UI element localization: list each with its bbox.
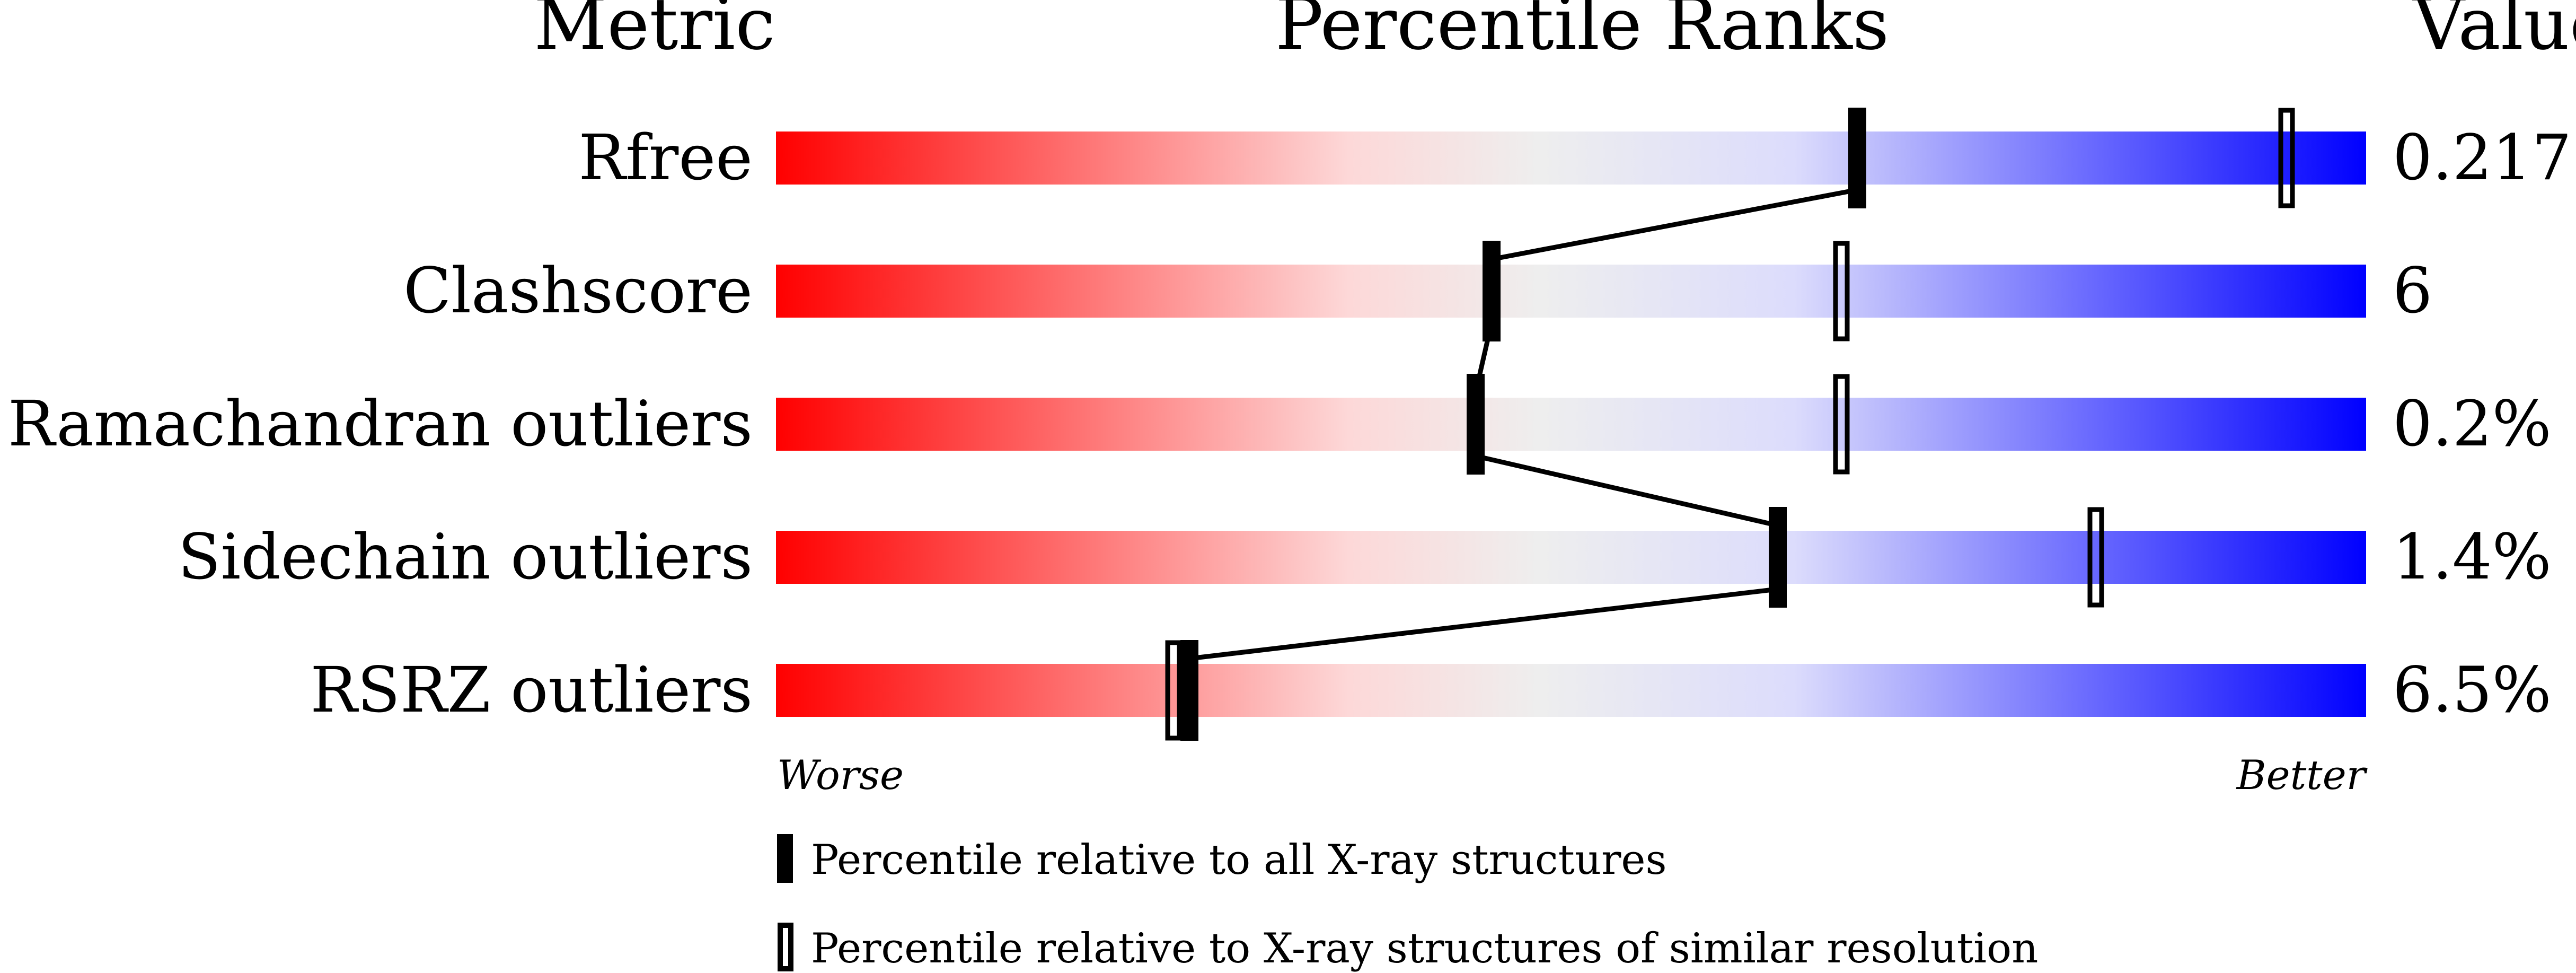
all-structures-marker: [1180, 640, 1198, 741]
percentile-bar: [776, 664, 2366, 717]
similar-resolution-marker: [2278, 108, 2295, 208]
connector-line: [1491, 187, 1858, 262]
metric-value: 6.5%: [2393, 653, 2552, 726]
metric-label: Sidechain outliers: [178, 520, 753, 593]
connector-line: [1189, 586, 1778, 661]
header-percentile-ranks: Percentile Ranks: [1275, 0, 1889, 66]
percentile-bar: [776, 398, 2366, 451]
all-structures-marker: [1467, 374, 1485, 475]
similar-resolution-marker: [1165, 640, 1182, 741]
metric-value: 1.4%: [2393, 520, 2552, 593]
legend-label-similar: Percentile relative to X-ray structures …: [811, 925, 2038, 972]
percentile-bar: [776, 132, 2366, 185]
all-structures-marker: [1483, 241, 1501, 341]
all-structures-marker: [1848, 108, 1866, 208]
metric-label: Clashscore: [403, 254, 753, 327]
metric-value: 0.2%: [2393, 387, 2552, 460]
axis-label-better: Better: [2236, 751, 2368, 799]
connector-line: [1475, 453, 1779, 528]
metric-value: 6: [2393, 254, 2432, 327]
metric-label: Rfree: [578, 121, 753, 194]
similar-resolution-marker: [1833, 241, 1850, 341]
metric-value: 0.217: [2393, 121, 2572, 194]
similar-resolution-marker: [1833, 374, 1850, 475]
percentile-bar: [776, 265, 2366, 318]
header-metric: Metric: [534, 0, 775, 66]
legend-label-all: Percentile relative to all X-ray structu…: [811, 836, 1667, 884]
percentile-bar: [776, 531, 2366, 584]
metric-label: Ramachandran outliers: [8, 387, 753, 460]
legend-open-marker: [778, 923, 793, 971]
metric-label: RSRZ outliers: [310, 653, 753, 726]
similar-resolution-marker: [2087, 507, 2104, 608]
axis-label-worse: Worse: [777, 751, 904, 799]
all-structures-marker: [1769, 507, 1787, 608]
header-value: Value: [2412, 0, 2576, 66]
legend-filled-marker: [777, 834, 793, 883]
